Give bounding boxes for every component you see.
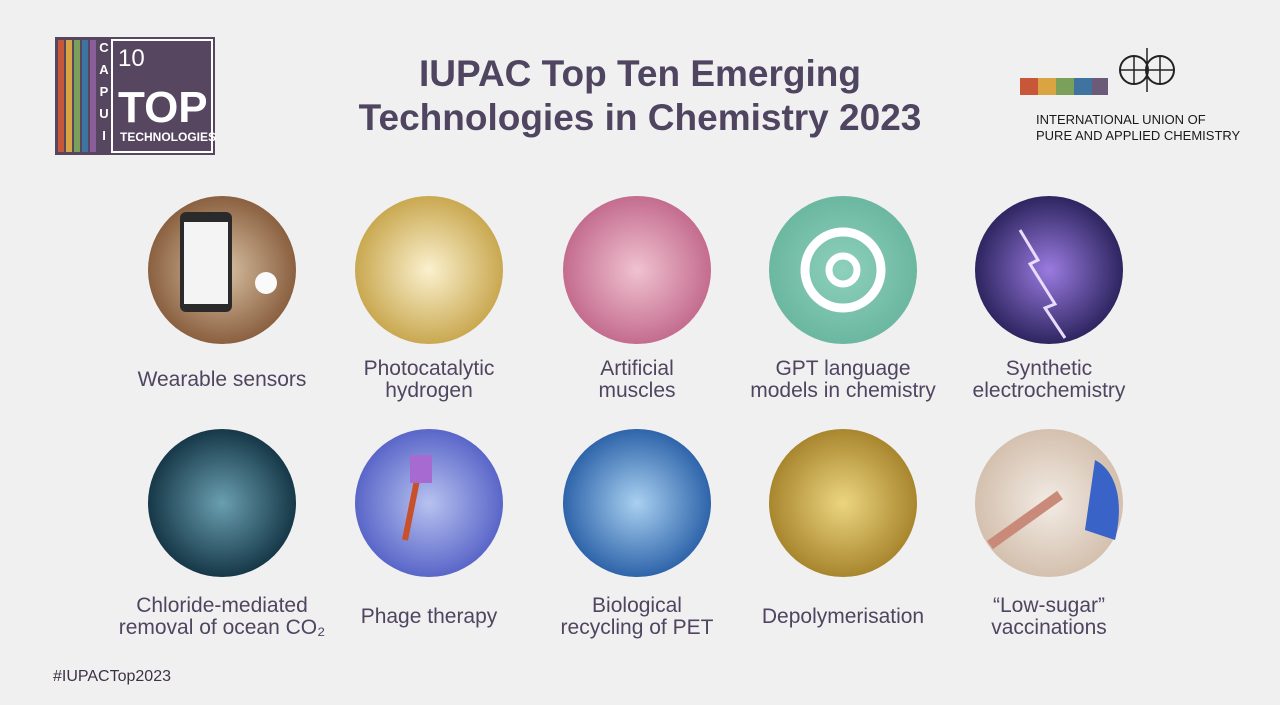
org-line: INTERNATIONAL UNION OF [1036, 112, 1206, 127]
label-line: muscles [598, 379, 676, 402]
label-line: Chloride-mediated [136, 594, 308, 617]
label-line: “Low-sugar” [992, 594, 1106, 617]
image-muscles [563, 196, 711, 344]
label-line: Biological [592, 594, 682, 617]
image-pet [563, 429, 711, 577]
image-photocatalytic [355, 196, 503, 344]
logo-letter: P [100, 84, 109, 99]
iupac-logo [1020, 48, 1175, 95]
title-line: IUPAC Top Ten Emerging [419, 53, 861, 94]
label-line: vaccinations [991, 616, 1107, 639]
label-line: removal of ocean CO₂ [118, 616, 326, 639]
org-line: PURE AND APPLIED CHEMISTRY [1036, 128, 1241, 143]
label-line: Artificial [600, 357, 674, 380]
label-line: Photocatalytic [363, 357, 495, 380]
top-ten-logo: IUPAC 10 TOP TECHNOLOGIES [55, 37, 216, 155]
item-label: Artificial muscles [522, 358, 752, 402]
label-line: recycling of PET [560, 616, 714, 639]
item-label: Wearable sensors [107, 369, 337, 391]
logo-subword: TECHNOLOGIES [120, 130, 216, 144]
title: IUPAC Top Ten Emerging Technologies in C… [240, 52, 1040, 140]
image-depolymerisation [769, 429, 917, 577]
logo-word: TOP [118, 83, 208, 132]
logo-number: 10 [118, 45, 145, 72]
item-label: “Low-sugar” vaccinations [934, 595, 1164, 639]
label-line: Synthetic [1005, 357, 1093, 380]
image-electrochemistry [975, 196, 1123, 344]
logo-letter: A [99, 62, 109, 77]
item-label: Biological recycling of PET [522, 595, 752, 639]
label-line: electrochemistry [972, 379, 1126, 402]
label-line: GPT language [775, 357, 911, 380]
label-line: Phage therapy [360, 605, 498, 628]
item-label: Depolymerisation [728, 606, 958, 628]
image-ocean [148, 429, 296, 577]
title-line: Technologies in Chemistry 2023 [358, 97, 922, 138]
logo-letter: C [99, 40, 109, 55]
item-label: Photocatalytic hydrogen [314, 358, 544, 402]
item-images [148, 196, 1123, 577]
organization: INTERNATIONAL UNION OF PURE AND APPLIED … [1036, 112, 1240, 144]
label-line: Depolymerisation [761, 605, 925, 628]
image-phage [355, 429, 503, 577]
hashtag: #IUPACTop2023 [53, 668, 171, 685]
label-line: models in chemistry [750, 379, 936, 402]
logo-letter: I [102, 128, 106, 143]
label-line: Wearable sensors [137, 368, 307, 391]
item-label: Synthetic electrochemistry [934, 358, 1164, 402]
label-line: hydrogen [385, 379, 473, 402]
item-label: GPT language models in chemistry [728, 358, 958, 402]
item-label: Phage therapy [314, 606, 544, 628]
logo-letters: IUPAC [99, 40, 109, 143]
logo-letter: U [99, 106, 108, 121]
item-label: Chloride-mediated removal of ocean CO₂ [107, 595, 337, 639]
image-gpt [769, 196, 917, 344]
